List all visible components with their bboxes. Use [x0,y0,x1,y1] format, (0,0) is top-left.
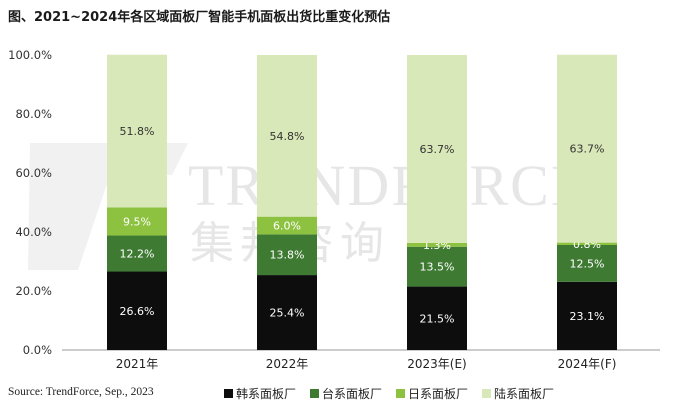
data-label: 12.2% [120,248,155,261]
legend-swatch-china [482,389,492,398]
x-tick-label: 2021年 [116,357,159,371]
data-label: 21.5% [420,312,455,325]
bar-segment [557,281,617,350]
legend-swatch-taiwan [310,389,320,398]
data-label: 54.8% [270,130,305,143]
bar-segment [557,244,617,282]
legend-item: 台系面板厂 [310,385,382,402]
legend-item: 陆系面板厂 [482,385,554,402]
data-label: 51.8% [120,125,155,138]
y-tick-label: 0.0% [23,343,52,357]
y-tick-label: 60.0% [15,166,52,180]
y-tick-label: 80.0% [15,107,52,121]
bars: 26.6% 12.2% 9.5% 51.8% 25.4% 13.8% 6.0% 54.8% 21… [107,54,617,350]
data-label: 13.8% [270,249,305,262]
data-label: 26.6% [120,305,155,318]
bar-segment [257,275,317,350]
x-tick-label: 2022年 [266,357,309,371]
bar-segment [257,55,317,217]
legend-item: 韩系面板厂 [224,385,296,402]
data-label: 63.7% [570,143,605,156]
data-label: 63.7% [420,143,455,156]
data-label: 12.5% [570,257,605,270]
x-tick-label: 2023年(E) [407,357,467,371]
y-tick-label: 100.0% [8,48,52,62]
legend-swatch-japan [396,389,406,398]
bar-segment [107,271,167,350]
legend-swatch-korea [224,389,233,398]
legend: 韩系面板厂 台系面板厂 日系面板厂 陆系面板厂 [224,385,554,402]
x-tick-label: 2024年(F) [558,357,617,371]
data-label: 25.4% [270,307,305,320]
bar-segment [407,242,467,247]
source-note: Source: TrendForce, Sep., 2023 [8,386,154,398]
data-label: 6.0% [273,220,301,233]
bar-segment [107,54,167,208]
legend-label: 台系面板厂 [322,387,383,401]
watermark-text: TRENDFORCE [188,153,588,218]
bar-segment [407,246,467,287]
bar-segment [107,207,167,236]
legend-item: 日系面板厂 [396,385,468,402]
bar-segment [257,234,317,276]
bar-segment [257,216,317,235]
data-label: 23.1% [570,310,605,323]
data-label: 13.5% [420,261,455,274]
y-tick-label: 40.0% [15,225,52,239]
legend-label: 陆系面板厂 [494,387,555,401]
bar-segment [107,235,167,272]
chart-title: 图、2021~2024年各区域面板厂智能手机面板出货比重变化预估 [8,10,391,25]
y-axis: 0.0% 20.0% 40.0% 60.0% 80.0% 100.0% [8,48,660,357]
x-axis-labels: 2021年 2022年 2023年(E) 2024年(F) [116,357,617,371]
legend-label: 日系面板厂 [408,387,469,401]
bar-segment [407,286,467,350]
bar-segment [407,55,467,243]
bar-segment [557,242,617,245]
data-label: 9.5% [123,216,151,229]
legend-label: 韩系面板厂 [236,387,297,401]
y-tick-label: 20.0% [15,284,52,298]
bar-segment [557,54,617,243]
